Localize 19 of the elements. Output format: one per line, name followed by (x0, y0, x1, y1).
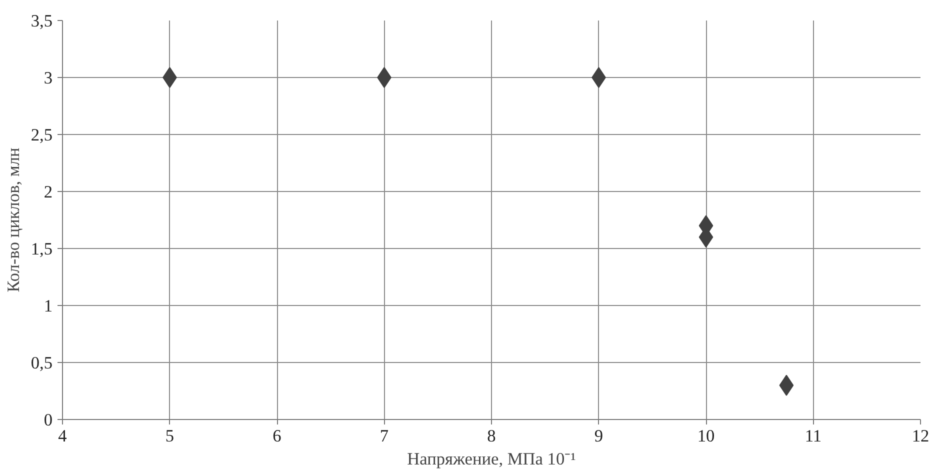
y-tick-label: 3,5 (30, 12, 53, 30)
y-tick-label: 0,5 (30, 354, 53, 372)
x-tick-label: 7 (380, 426, 389, 446)
x-tick-label: 12 (912, 426, 930, 446)
y-tick-label: 2,5 (30, 126, 53, 144)
y-tick-label: 2 (44, 182, 53, 202)
y-tick-label: 1,5 (30, 240, 53, 258)
x-tick-label: 4 (58, 426, 68, 446)
x-tick-label: 9 (594, 426, 604, 446)
x-axis-title: Напряжение, МПа 10⁻¹ (407, 450, 576, 468)
y-tick-label: 0 (44, 410, 53, 430)
x-tick-label: 10 (697, 426, 715, 446)
x-tick-label: 8 (487, 426, 496, 446)
y-axis-title: Кол-во циклов, млн (4, 148, 23, 292)
y-tick-label: 3 (44, 68, 53, 88)
x-tick-label: 11 (804, 426, 822, 446)
x-tick-label: 6 (272, 426, 282, 446)
y-tick-label: 1 (44, 296, 53, 316)
x-tick-label: 5 (165, 426, 174, 446)
